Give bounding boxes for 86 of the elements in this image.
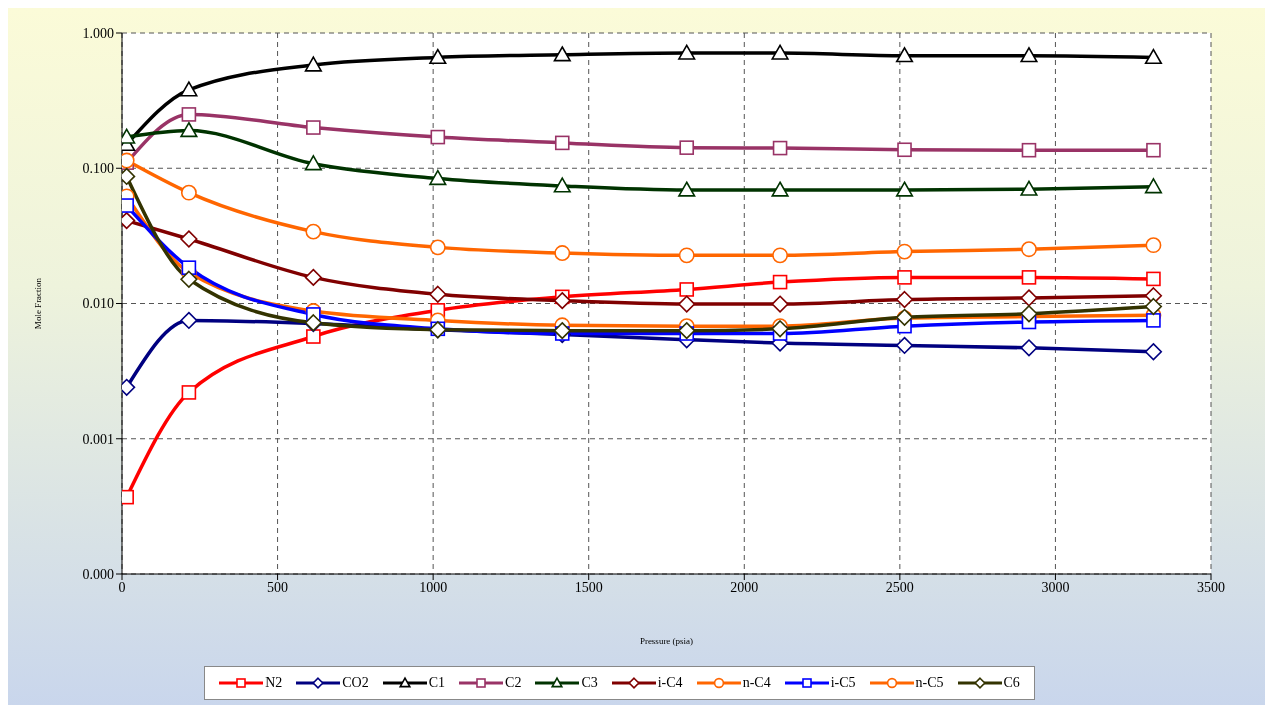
point [1021, 241, 1037, 258]
point [895, 47, 914, 63]
x-tick-label: 0 [118, 579, 126, 595]
point [429, 285, 447, 303]
point [1144, 178, 1163, 194]
point [305, 223, 322, 240]
point [1144, 343, 1163, 361]
point [180, 121, 198, 138]
point [554, 135, 570, 151]
x-tick-label: 500 [267, 579, 289, 595]
point [897, 142, 912, 158]
point [429, 48, 447, 65]
x-tick-label: 3000 [1041, 579, 1070, 595]
point [180, 184, 197, 201]
point [1144, 297, 1163, 316]
point [1021, 142, 1037, 158]
point [1146, 142, 1161, 158]
x-axis-title: Pressure (psia) [639, 636, 694, 646]
legend-label: n-C4 [742, 675, 771, 691]
x-tick-label: 2500 [885, 579, 914, 595]
point [895, 290, 914, 309]
x-tick-label: 1000 [419, 579, 448, 595]
point [181, 385, 197, 400]
y-tick-label: 0.100 [82, 161, 114, 177]
point [678, 247, 695, 264]
point [678, 44, 696, 60]
legend-label: i-C4 [657, 675, 683, 691]
point [180, 311, 198, 329]
point [1144, 48, 1163, 65]
x-tick-label: 3500 [1197, 579, 1225, 595]
y-tick-label: 1.000 [82, 25, 114, 41]
point [304, 268, 322, 286]
y-tick-label: 0.010 [82, 296, 114, 312]
point [1020, 339, 1038, 357]
legend-label: C6 [1003, 675, 1020, 691]
point [304, 155, 322, 171]
point [678, 322, 696, 340]
point [1145, 237, 1162, 254]
point [304, 56, 322, 72]
point [429, 239, 446, 256]
point [430, 129, 446, 145]
point [679, 140, 695, 155]
point [772, 140, 788, 156]
point [772, 274, 788, 290]
point [553, 177, 571, 193]
y-axis-title: Mole Fraction [33, 277, 44, 330]
legend-label: i-C5 [830, 675, 856, 691]
point [306, 120, 321, 135]
point [553, 322, 571, 340]
point [1021, 270, 1037, 285]
point [180, 270, 198, 288]
point [678, 295, 696, 313]
x-tick-label: 2000 [730, 579, 759, 595]
point [771, 181, 789, 197]
point [1146, 313, 1161, 328]
legend-label: n-C5 [915, 675, 944, 691]
point [897, 270, 912, 285]
y-tick-label: 0.000 [82, 566, 114, 582]
point [1146, 271, 1161, 287]
point [181, 260, 197, 275]
x-tick-label: 1500 [574, 579, 603, 595]
legend-label: N2 [265, 675, 283, 691]
point [553, 46, 571, 62]
point [180, 230, 198, 248]
point [896, 243, 913, 260]
point [429, 169, 447, 186]
point [895, 181, 914, 197]
point [1020, 180, 1038, 196]
point [771, 295, 789, 313]
legend-label: CO2 [342, 675, 369, 691]
point [554, 245, 571, 262]
point [180, 81, 198, 97]
legend-label: C2 [505, 675, 522, 691]
point [1020, 47, 1038, 63]
point [771, 44, 789, 60]
y-tick-label: 0.001 [82, 431, 114, 447]
legend-label: C3 [581, 675, 598, 691]
point [678, 181, 696, 197]
point [679, 282, 695, 297]
legend-label: C1 [428, 675, 446, 691]
point [772, 247, 789, 264]
point [181, 107, 197, 122]
point [306, 329, 321, 344]
point [895, 336, 914, 354]
point [1020, 289, 1038, 307]
point [553, 292, 571, 310]
